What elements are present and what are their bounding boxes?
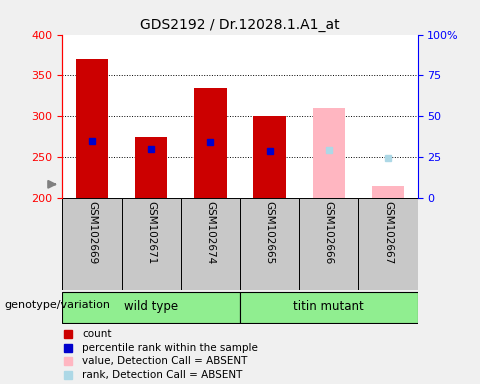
Bar [181,198,240,290]
Text: GSM102671: GSM102671 [146,202,156,265]
Bar [62,198,121,290]
Text: GSM102667: GSM102667 [383,202,393,265]
Text: titin mutant: titin mutant [293,300,364,313]
Bar [121,198,181,290]
Bar [240,292,418,323]
Bar [62,292,240,323]
Bar [253,116,286,198]
Text: genotype/variation: genotype/variation [5,300,111,310]
Title: GDS2192 / Dr.12028.1.A1_at: GDS2192 / Dr.12028.1.A1_at [140,18,340,32]
Text: wild type: wild type [124,300,178,313]
Text: value, Detection Call = ABSENT: value, Detection Call = ABSENT [82,356,247,366]
Text: GSM102669: GSM102669 [87,202,97,265]
Text: GSM102666: GSM102666 [324,202,334,265]
Bar [135,137,168,198]
Bar [359,198,418,290]
Text: GSM102665: GSM102665 [264,202,275,265]
Text: count: count [82,329,111,339]
Text: rank, Detection Call = ABSENT: rank, Detection Call = ABSENT [82,370,242,380]
Text: GSM102674: GSM102674 [205,202,216,265]
Bar [240,198,299,290]
Bar [312,108,345,198]
Bar [299,198,359,290]
Bar [372,185,404,198]
Bar [76,59,108,198]
Text: percentile rank within the sample: percentile rank within the sample [82,343,258,353]
Bar [194,88,227,198]
